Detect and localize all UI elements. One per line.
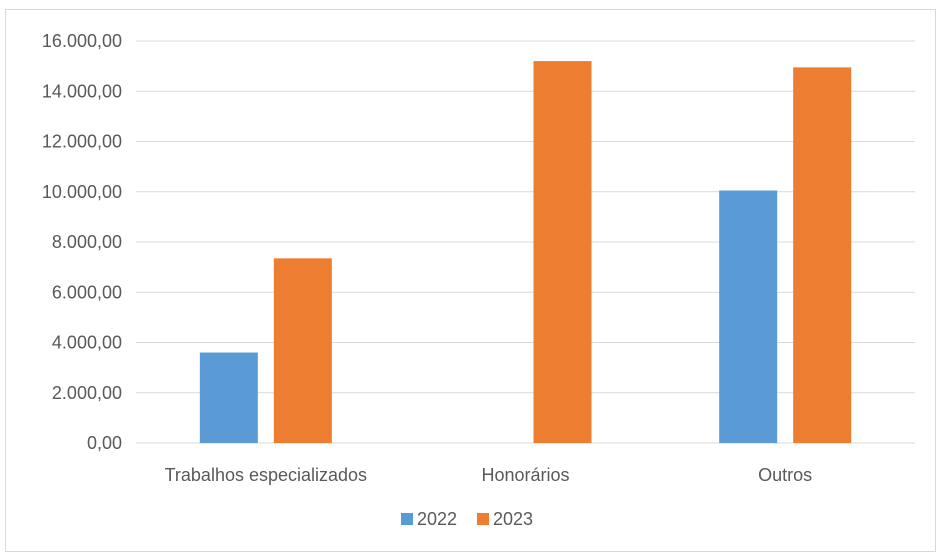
y-tick-label: 0,00 <box>87 433 122 453</box>
legend-swatch-2023 <box>477 513 489 525</box>
y-tick-label: 2.000,00 <box>52 383 122 403</box>
legend-label-2023: 2023 <box>493 509 533 529</box>
category-label: Trabalhos especializados <box>165 465 367 485</box>
y-tick-label: 4.000,00 <box>52 333 122 353</box>
y-tick-label: 12.000,00 <box>42 132 122 152</box>
bar-2022 <box>719 190 778 443</box>
category-label: Outros <box>758 465 812 485</box>
y-tick-label: 14.000,00 <box>42 81 122 101</box>
y-tick-label: 10.000,00 <box>42 182 122 202</box>
y-tick-label: 16.000,00 <box>42 31 122 51</box>
legend: 2022 2023 <box>401 509 533 529</box>
legend-swatch-2022 <box>401 513 413 525</box>
legend-label-2022: 2022 <box>417 509 457 529</box>
y-tick-label: 6.000,00 <box>52 282 122 302</box>
y-tick-label: 8.000,00 <box>52 232 122 252</box>
category-label: Honorários <box>481 465 569 485</box>
chart-area <box>5 9 936 552</box>
bar-2023 <box>273 258 332 443</box>
bar-2023 <box>793 67 852 443</box>
bar-2022 <box>199 352 258 443</box>
bar-2023 <box>533 61 592 443</box>
